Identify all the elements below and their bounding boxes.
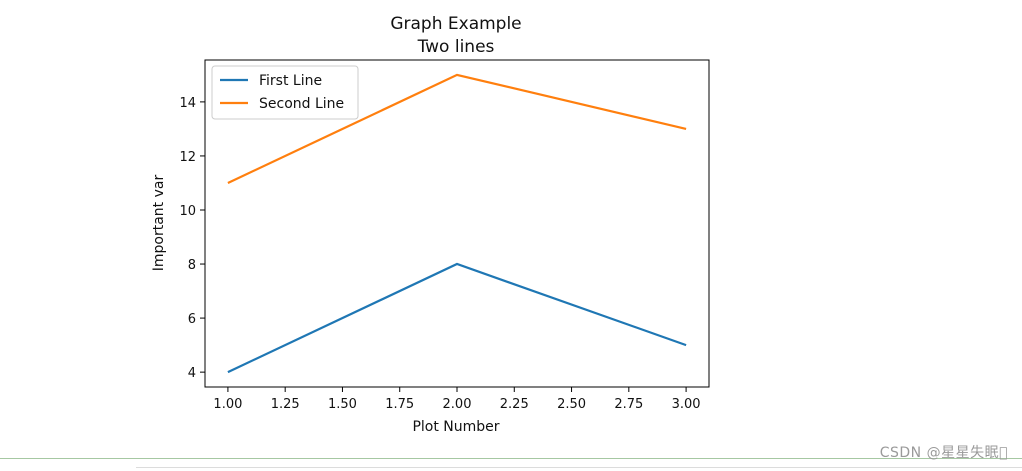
y-tick-label: 8 — [188, 258, 196, 273]
y-tick-label: 14 — [179, 96, 196, 111]
divider-line-secondary — [136, 467, 1022, 468]
x-axis-label: Plot Number — [412, 419, 499, 435]
series-line-1 — [227, 262, 687, 374]
x-tick-label: 2.50 — [557, 397, 586, 412]
watermark-text: CSDN @星星失眠  — [879, 445, 1008, 461]
legend-label-2: Second Line — [259, 96, 344, 112]
x-tick-label: 1.50 — [328, 397, 357, 412]
y-tick-label: 12 — [179, 150, 196, 165]
x-tick-label: 2.00 — [443, 397, 472, 412]
legend-box — [211, 65, 359, 120]
legend-label-1: First Line — [259, 73, 322, 89]
series-line-2 — [227, 73, 687, 184]
y-tick-label: 10 — [179, 204, 196, 219]
x-tick-label: 2.75 — [614, 397, 643, 412]
y-tick-label: 4 — [188, 366, 196, 381]
y-tick-label: 6 — [188, 312, 196, 327]
y-axis-label: Important var — [151, 175, 167, 272]
chart-title: Graph Example — [390, 14, 521, 34]
divider-line — [0, 458, 1022, 459]
x-tick-label: 1.75 — [385, 397, 414, 412]
chart-subtitle: Two lines — [417, 37, 495, 57]
x-tick-label: 3.00 — [672, 397, 701, 412]
x-tick-label: 1.00 — [213, 397, 242, 412]
x-tick-label: 2.25 — [500, 397, 529, 412]
x-tick-label: 1.25 — [271, 397, 300, 412]
